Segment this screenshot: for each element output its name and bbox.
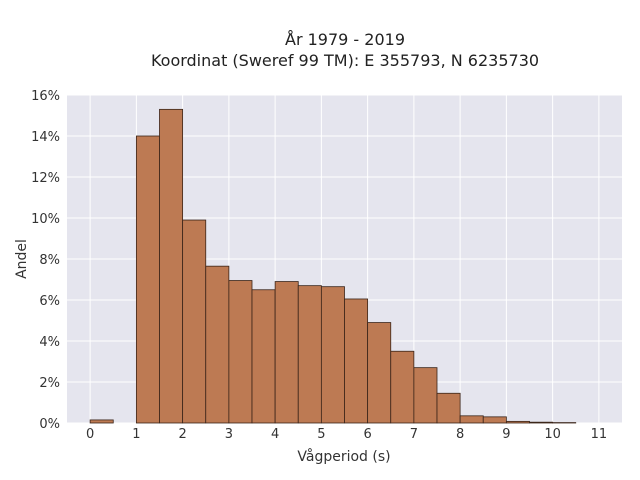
x-tick-label: 6 xyxy=(363,427,371,442)
y-tick-label: 6% xyxy=(39,294,60,309)
chart-title-line1: År 1979 - 2019 xyxy=(285,30,405,49)
y-tick-labels: 0% 2% 4% 6% 8% 10% 12% 14% 16% xyxy=(31,89,60,432)
y-tick-label: 0% xyxy=(39,417,60,432)
x-tick-labels: 0 1 2 3 4 5 6 7 8 9 10 11 xyxy=(86,427,607,442)
chart-title-line2: Koordinat (Sweref 99 TM): E 355793, N 62… xyxy=(151,51,539,70)
histogram-bar-10 xyxy=(320,286,345,424)
x-axis-label: Vågperiod (s) xyxy=(297,448,390,465)
histogram-bar-2 xyxy=(135,135,160,424)
x-tick-label: 11 xyxy=(591,427,608,442)
y-tick-label: 10% xyxy=(31,212,60,227)
x-tick-label: 1 xyxy=(132,427,140,442)
y-tick-label: 8% xyxy=(39,253,60,268)
histogram-bar-3 xyxy=(159,108,184,424)
x-tick-label: 8 xyxy=(456,427,464,442)
x-tick-label: 0 xyxy=(86,427,94,442)
histogram-bar-13 xyxy=(390,350,415,424)
histogram-bar-9 xyxy=(297,285,322,424)
y-tick-label: 2% xyxy=(39,376,60,391)
histogram-bar-0 xyxy=(89,419,114,424)
histogram-bar-14 xyxy=(413,367,438,424)
histogram-bar-18 xyxy=(505,420,530,424)
y-axis-label: Andel xyxy=(14,239,30,279)
histogram-bar-7 xyxy=(251,289,276,424)
x-tick-label: 4 xyxy=(271,427,279,442)
x-tick-label: 2 xyxy=(178,427,186,442)
histogram-bar-15 xyxy=(436,392,461,424)
histogram-bar-4 xyxy=(182,219,207,424)
x-tick-label: 5 xyxy=(317,427,325,442)
x-tick-label: 9 xyxy=(502,427,510,442)
histogram-bar-17 xyxy=(482,416,507,424)
histogram-bar-11 xyxy=(344,298,369,424)
x-tick-label: 7 xyxy=(410,427,418,442)
x-tick-label: 3 xyxy=(225,427,233,442)
histogram-bar-8 xyxy=(274,281,299,424)
histogram-bar-6 xyxy=(228,280,253,424)
y-tick-label: 16% xyxy=(31,89,60,104)
histogram-bar-19 xyxy=(529,421,554,424)
histogram-bar-16 xyxy=(459,415,484,424)
bars-group xyxy=(89,108,577,424)
y-tick-label: 14% xyxy=(31,130,60,145)
histogram-bar-5 xyxy=(205,265,230,424)
y-tick-label: 12% xyxy=(31,171,60,186)
histogram-bar-12 xyxy=(367,322,392,424)
y-tick-label: 4% xyxy=(39,335,60,350)
x-tick-label: 10 xyxy=(544,427,561,442)
